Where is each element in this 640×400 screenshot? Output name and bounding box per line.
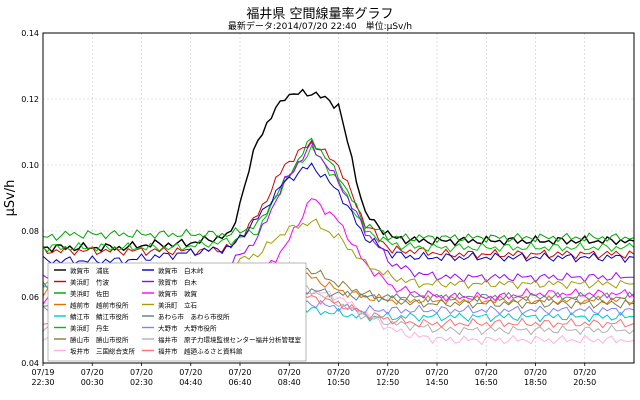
x-tick-label-date: 07/20 — [81, 368, 104, 377]
y-tick-label: 0.10 — [21, 161, 39, 170]
x-tick-label-date: 07/20 — [475, 368, 498, 377]
legend-label: 敦賀市 白木 — [158, 278, 198, 287]
x-tick-label-date: 07/20 — [278, 368, 301, 377]
legend-label: 越前市 越前市役所 — [70, 301, 129, 310]
y-tick-label: 0.12 — [21, 95, 39, 104]
x-tick-label-date: 07/20 — [425, 368, 448, 377]
legend-label: 美浜町 竹波 — [70, 278, 110, 287]
series-line — [42, 144, 635, 253]
x-tick-label-time: 10:50 — [327, 378, 350, 387]
x-tick-label-time: 04:40 — [179, 378, 202, 387]
y-axis-label: μSv/h — [3, 180, 18, 217]
legend-label: 敦賀市 敦賀 — [158, 289, 198, 298]
legend-label: 美浜町 立石 — [158, 301, 198, 310]
x-tick-label-date: 07/20 — [130, 368, 153, 377]
x-tick-label-time: 06:40 — [228, 378, 251, 387]
legend-label: 敦賀市 白木峠 — [158, 266, 204, 275]
y-tick-label: 0.08 — [21, 227, 39, 236]
legend-label: 坂井市 三国総合支所 — [70, 347, 136, 356]
x-tick-label-date: 07/19 — [31, 368, 54, 377]
legend-label: 美浜町 丹生 — [70, 324, 110, 333]
legend-label: あわら市 あわら市役所 — [158, 312, 230, 321]
x-tick-label-time: 02:30 — [130, 378, 153, 387]
legend-label: 鯖江市 鯖江市役所 — [70, 312, 129, 321]
legend-label: 美浜町 佐田 — [70, 289, 109, 298]
x-tick-label-time: 18:50 — [524, 378, 547, 387]
legend-label: 福井市 越廼ふるさと資料館 — [158, 347, 243, 356]
axis-ticks: 0.040.060.080.100.120.1407/1922:3007/200… — [21, 29, 596, 387]
x-tick-label-date: 07/20 — [376, 368, 399, 377]
chart-subtitle: 最新データ:2014/07/20 22:40 単位:μSv/h — [227, 22, 413, 32]
x-tick-label-time: 22:30 — [31, 378, 54, 387]
legend-label: 敦賀市 浦底 — [70, 266, 110, 275]
y-tick-label: 0.04 — [21, 359, 39, 368]
x-tick-label-time: 00:30 — [81, 378, 104, 387]
grid — [43, 33, 634, 363]
y-tick-label: 0.06 — [21, 293, 39, 302]
x-tick-label-date: 07/20 — [573, 368, 596, 377]
x-tick-label-date: 07/20 — [228, 368, 251, 377]
legend-box — [47, 262, 307, 362]
x-tick-label-time: 16:50 — [475, 378, 498, 387]
y-tick-label: 0.14 — [21, 29, 39, 38]
x-tick-label-time: 20:50 — [573, 378, 596, 387]
x-tick-label-date: 07/20 — [524, 368, 547, 377]
x-tick-label-date: 07/20 — [179, 368, 202, 377]
series-line — [42, 137, 635, 244]
series-line — [42, 88, 635, 253]
x-tick-label-date: 07/20 — [327, 368, 350, 377]
x-tick-label-time: 14:50 — [425, 378, 448, 387]
chart-title: 福井県 空間線量率グラフ — [246, 7, 394, 22]
legend-label: 福井市 原子力環境監視センター福井分析管理室 — [158, 335, 302, 344]
x-tick-label-time: 08:40 — [278, 378, 301, 387]
legend-label: 大野市 大野市役所 — [158, 324, 217, 333]
x-tick-label-time: 12:50 — [376, 378, 399, 387]
series-line — [42, 162, 635, 266]
legend-label: 勝山市 勝山市役所 — [70, 335, 129, 344]
